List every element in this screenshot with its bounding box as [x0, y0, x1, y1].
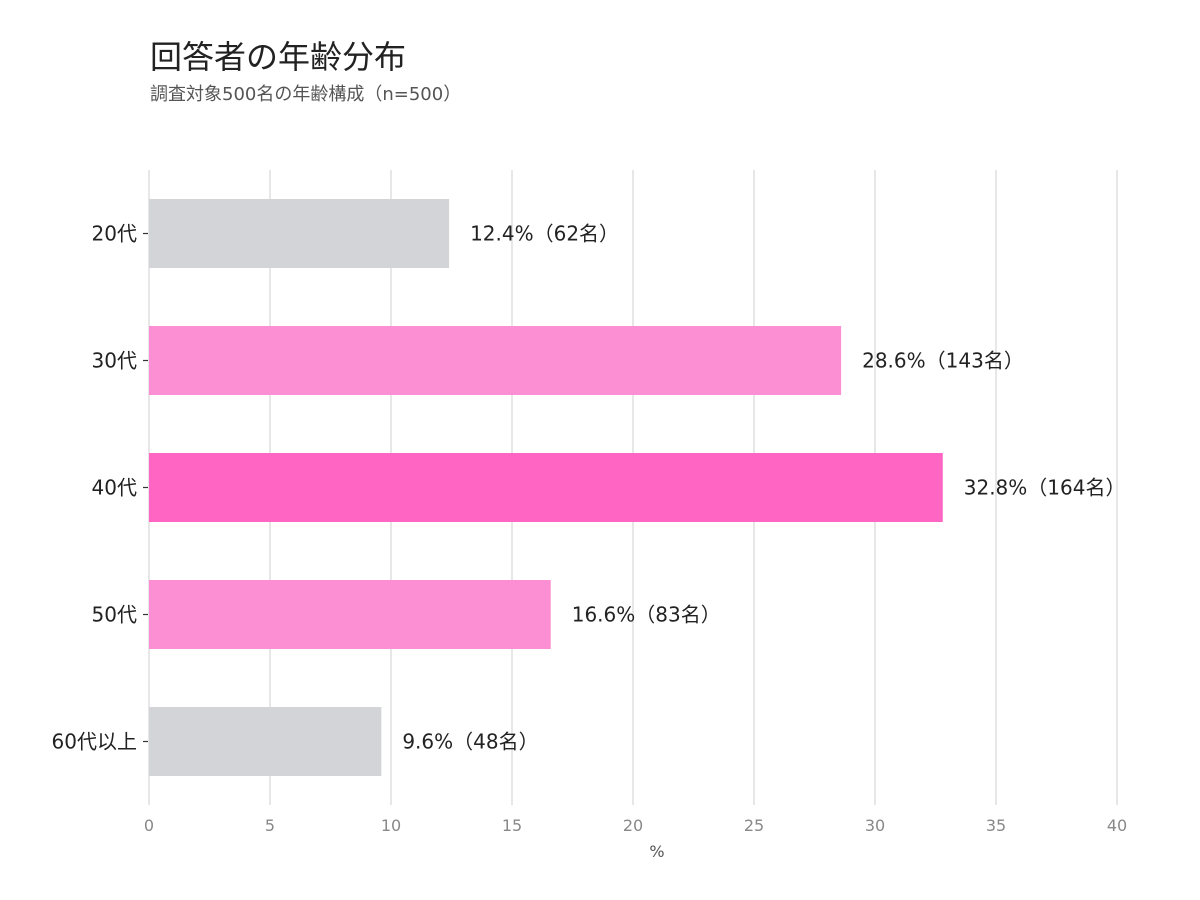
x-tick-label: 0 [144, 816, 154, 835]
y-tick-label: 20代 [92, 222, 137, 246]
bar [149, 707, 382, 776]
data-label: 32.8%（164名） [964, 476, 1126, 500]
chart-title: 回答者の年齢分布 [150, 38, 407, 76]
chart-subtitle: 調査対象500名の年齢構成（n=500） [150, 84, 462, 105]
x-tick-label: 30 [865, 816, 885, 835]
y-tick-label: 50代 [92, 603, 137, 627]
data-label: 28.6%（143名） [862, 349, 1024, 373]
y-tick-label: 40代 [92, 476, 137, 500]
bar [149, 580, 551, 649]
data-label: 12.4%（62名） [470, 222, 619, 246]
bar [149, 199, 450, 268]
data-label: 16.6%（83名） [572, 603, 721, 627]
x-tick-label: 40 [1107, 816, 1127, 835]
y-tick-label: 30代 [92, 349, 137, 373]
x-tick-label: 5 [265, 816, 275, 835]
x-tick-label: 20 [623, 816, 643, 835]
x-axis-label: % [649, 842, 664, 861]
x-tick-label: 35 [986, 816, 1006, 835]
y-tick-label: 60代以上 [52, 730, 137, 754]
x-tick-label: 25 [744, 816, 764, 835]
x-tick-label: 15 [502, 816, 522, 835]
x-tick-label: 10 [381, 816, 401, 835]
bar [149, 453, 943, 522]
data-label: 9.6%（48名） [402, 730, 538, 754]
bar [149, 326, 842, 395]
